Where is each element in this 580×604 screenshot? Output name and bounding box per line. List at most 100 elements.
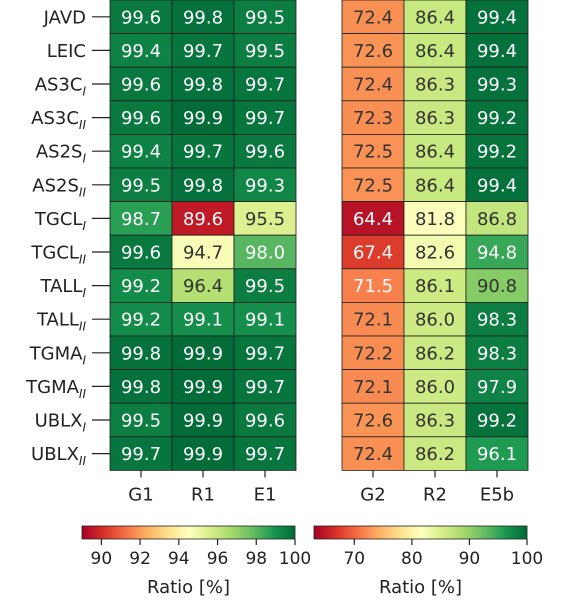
heatmap-cell	[341, 133, 405, 169]
column-label: R2	[423, 484, 447, 505]
heatmap-cell	[233, 133, 297, 169]
row-label: AS2SII	[32, 175, 86, 199]
cell-value-label: 72.6	[353, 411, 393, 432]
heatmap-cell	[465, 133, 529, 169]
cell-value-label: 72.4	[353, 75, 393, 96]
cell-value-label: 86.8	[477, 209, 517, 230]
heatmap-cell	[403, 133, 467, 169]
cell-value-label: 99.2	[477, 411, 517, 432]
cell-value-label: 99.2	[477, 108, 517, 129]
cell-value-label: 99.5	[245, 41, 285, 62]
heatmap-cell	[109, 133, 173, 169]
heatmap-cell	[465, 33, 529, 68]
heatmap-cell	[109, 436, 173, 471]
cell-value-label: 99.2	[121, 310, 161, 331]
cell-value-label: 86.2	[415, 444, 455, 465]
cell-value-label: 64.4	[353, 209, 393, 230]
cell-value-label: 99.5	[121, 175, 161, 196]
colorbar-tick-label: 96	[207, 549, 229, 569]
cell-value-label: 86.0	[415, 310, 455, 331]
cell-value-label: 99.7	[245, 343, 285, 364]
column-label: G1	[128, 484, 153, 505]
cell-value-label: 99.6	[121, 75, 161, 96]
colorbar-tick-label: 92	[129, 549, 151, 569]
colorbar	[313, 525, 528, 540]
cell-value-label: 72.3	[353, 108, 393, 129]
cell-value-label: 99.9	[183, 343, 223, 364]
heatmap-cell	[403, 0, 467, 34]
cell-value-label: 86.4	[415, 7, 455, 28]
cell-value-label: 99.7	[245, 444, 285, 465]
column-label: E1	[254, 484, 277, 505]
cell-value-label: 99.7	[245, 377, 285, 398]
cell-value-label: 99.9	[183, 108, 223, 129]
heatmap-cell	[171, 268, 235, 303]
row-label: TGMAII	[25, 377, 86, 401]
colorbar-tick-label: 70	[343, 549, 365, 569]
heatmap-cell	[233, 66, 297, 102]
heatmap-cell	[465, 66, 529, 102]
cell-value-label: 99.8	[183, 7, 223, 28]
heatmap-cell	[341, 0, 405, 34]
row-label: UBLXII	[31, 444, 86, 468]
cell-value-label: 90.8	[477, 276, 517, 297]
row-label: AS2SI	[36, 142, 87, 166]
heatmap-cell	[233, 301, 297, 337]
colorbar-tick-label: 98	[245, 549, 267, 569]
row-label: TGMAI	[29, 343, 87, 367]
heatmap-cell	[465, 402, 529, 438]
cell-value-label: 99.6	[245, 142, 285, 163]
cell-value-label: 96.1	[477, 444, 517, 465]
heatmap-cell	[233, 0, 297, 34]
cell-value-label: 99.8	[121, 377, 161, 398]
cell-value-label: 86.3	[415, 108, 455, 129]
colorbar-label: Ratio [%]	[147, 577, 230, 598]
cell-value-label: 99.5	[245, 7, 285, 28]
heatmap-cell	[341, 335, 405, 370]
cell-value-label: 89.6	[183, 209, 223, 230]
cell-value-label: 86.3	[415, 75, 455, 96]
row-label: TGCLII	[30, 243, 86, 267]
colorbar-tick-label: 100	[511, 549, 543, 569]
cell-value-label: 99.1	[183, 310, 223, 331]
colorbar-tick-label: 94	[168, 549, 190, 569]
heatmap-cell	[171, 167, 235, 202]
heatmap-cell	[233, 167, 297, 202]
cell-value-label: 72.4	[353, 444, 393, 465]
heatmap-cell	[465, 201, 529, 236]
cell-value-label: 99.6	[121, 108, 161, 129]
cell-value-label: 99.5	[121, 411, 161, 432]
cell-value-label: 72.6	[353, 41, 393, 62]
heatmap-cell	[465, 268, 529, 303]
heatmap-cell	[171, 133, 235, 169]
cell-value-label: 99.9	[183, 377, 223, 398]
cell-value-label: 99.1	[245, 310, 285, 331]
cell-value-label: 98.0	[245, 243, 285, 264]
cell-value-label: 72.1	[353, 310, 393, 331]
colorbar-tick-label: 100	[279, 549, 311, 569]
row-labels: JAVD LEIC AS3CI AS3CII AS2SI AS2SII TGCLI TGCLI…	[25, 7, 110, 468]
heatmap-right-panel: 72.4 86.4 99.4 72.6 86.4 99.4 72.4 86.3 99.3 72.3…	[313, 0, 543, 598]
heatmap-left-panel: 99.6 99.8 99.5 99.4 99.7 99.5 99.6 99.8 99.7 99.6…	[81, 0, 311, 598]
row-label: AS3CI	[35, 75, 87, 99]
heatmap-cell	[109, 201, 173, 236]
colorbar-tick-label: 90	[91, 549, 113, 569]
heatmap-cell	[341, 436, 405, 471]
row-label: AS3CII	[31, 108, 86, 132]
heatmap-cell	[233, 201, 297, 236]
row-label: TALLI	[39, 276, 86, 300]
row-label: TALLII	[36, 310, 87, 334]
cell-value-label: 99.2	[121, 276, 161, 297]
cell-value-label: 98.3	[477, 343, 517, 364]
heatmap-cell	[233, 234, 297, 270]
row-label: TGCLI	[34, 209, 87, 233]
cell-value-label: 98.7	[121, 209, 161, 230]
cell-value-label: 99.6	[121, 7, 161, 28]
heatmap-cell	[171, 100, 235, 135]
heatmap-cell	[403, 335, 467, 370]
cell-value-label: 99.8	[183, 75, 223, 96]
row-label: LEIC	[47, 41, 86, 62]
cell-value-label: 99.7	[245, 75, 285, 96]
cell-value-label: 99.7	[183, 142, 223, 163]
